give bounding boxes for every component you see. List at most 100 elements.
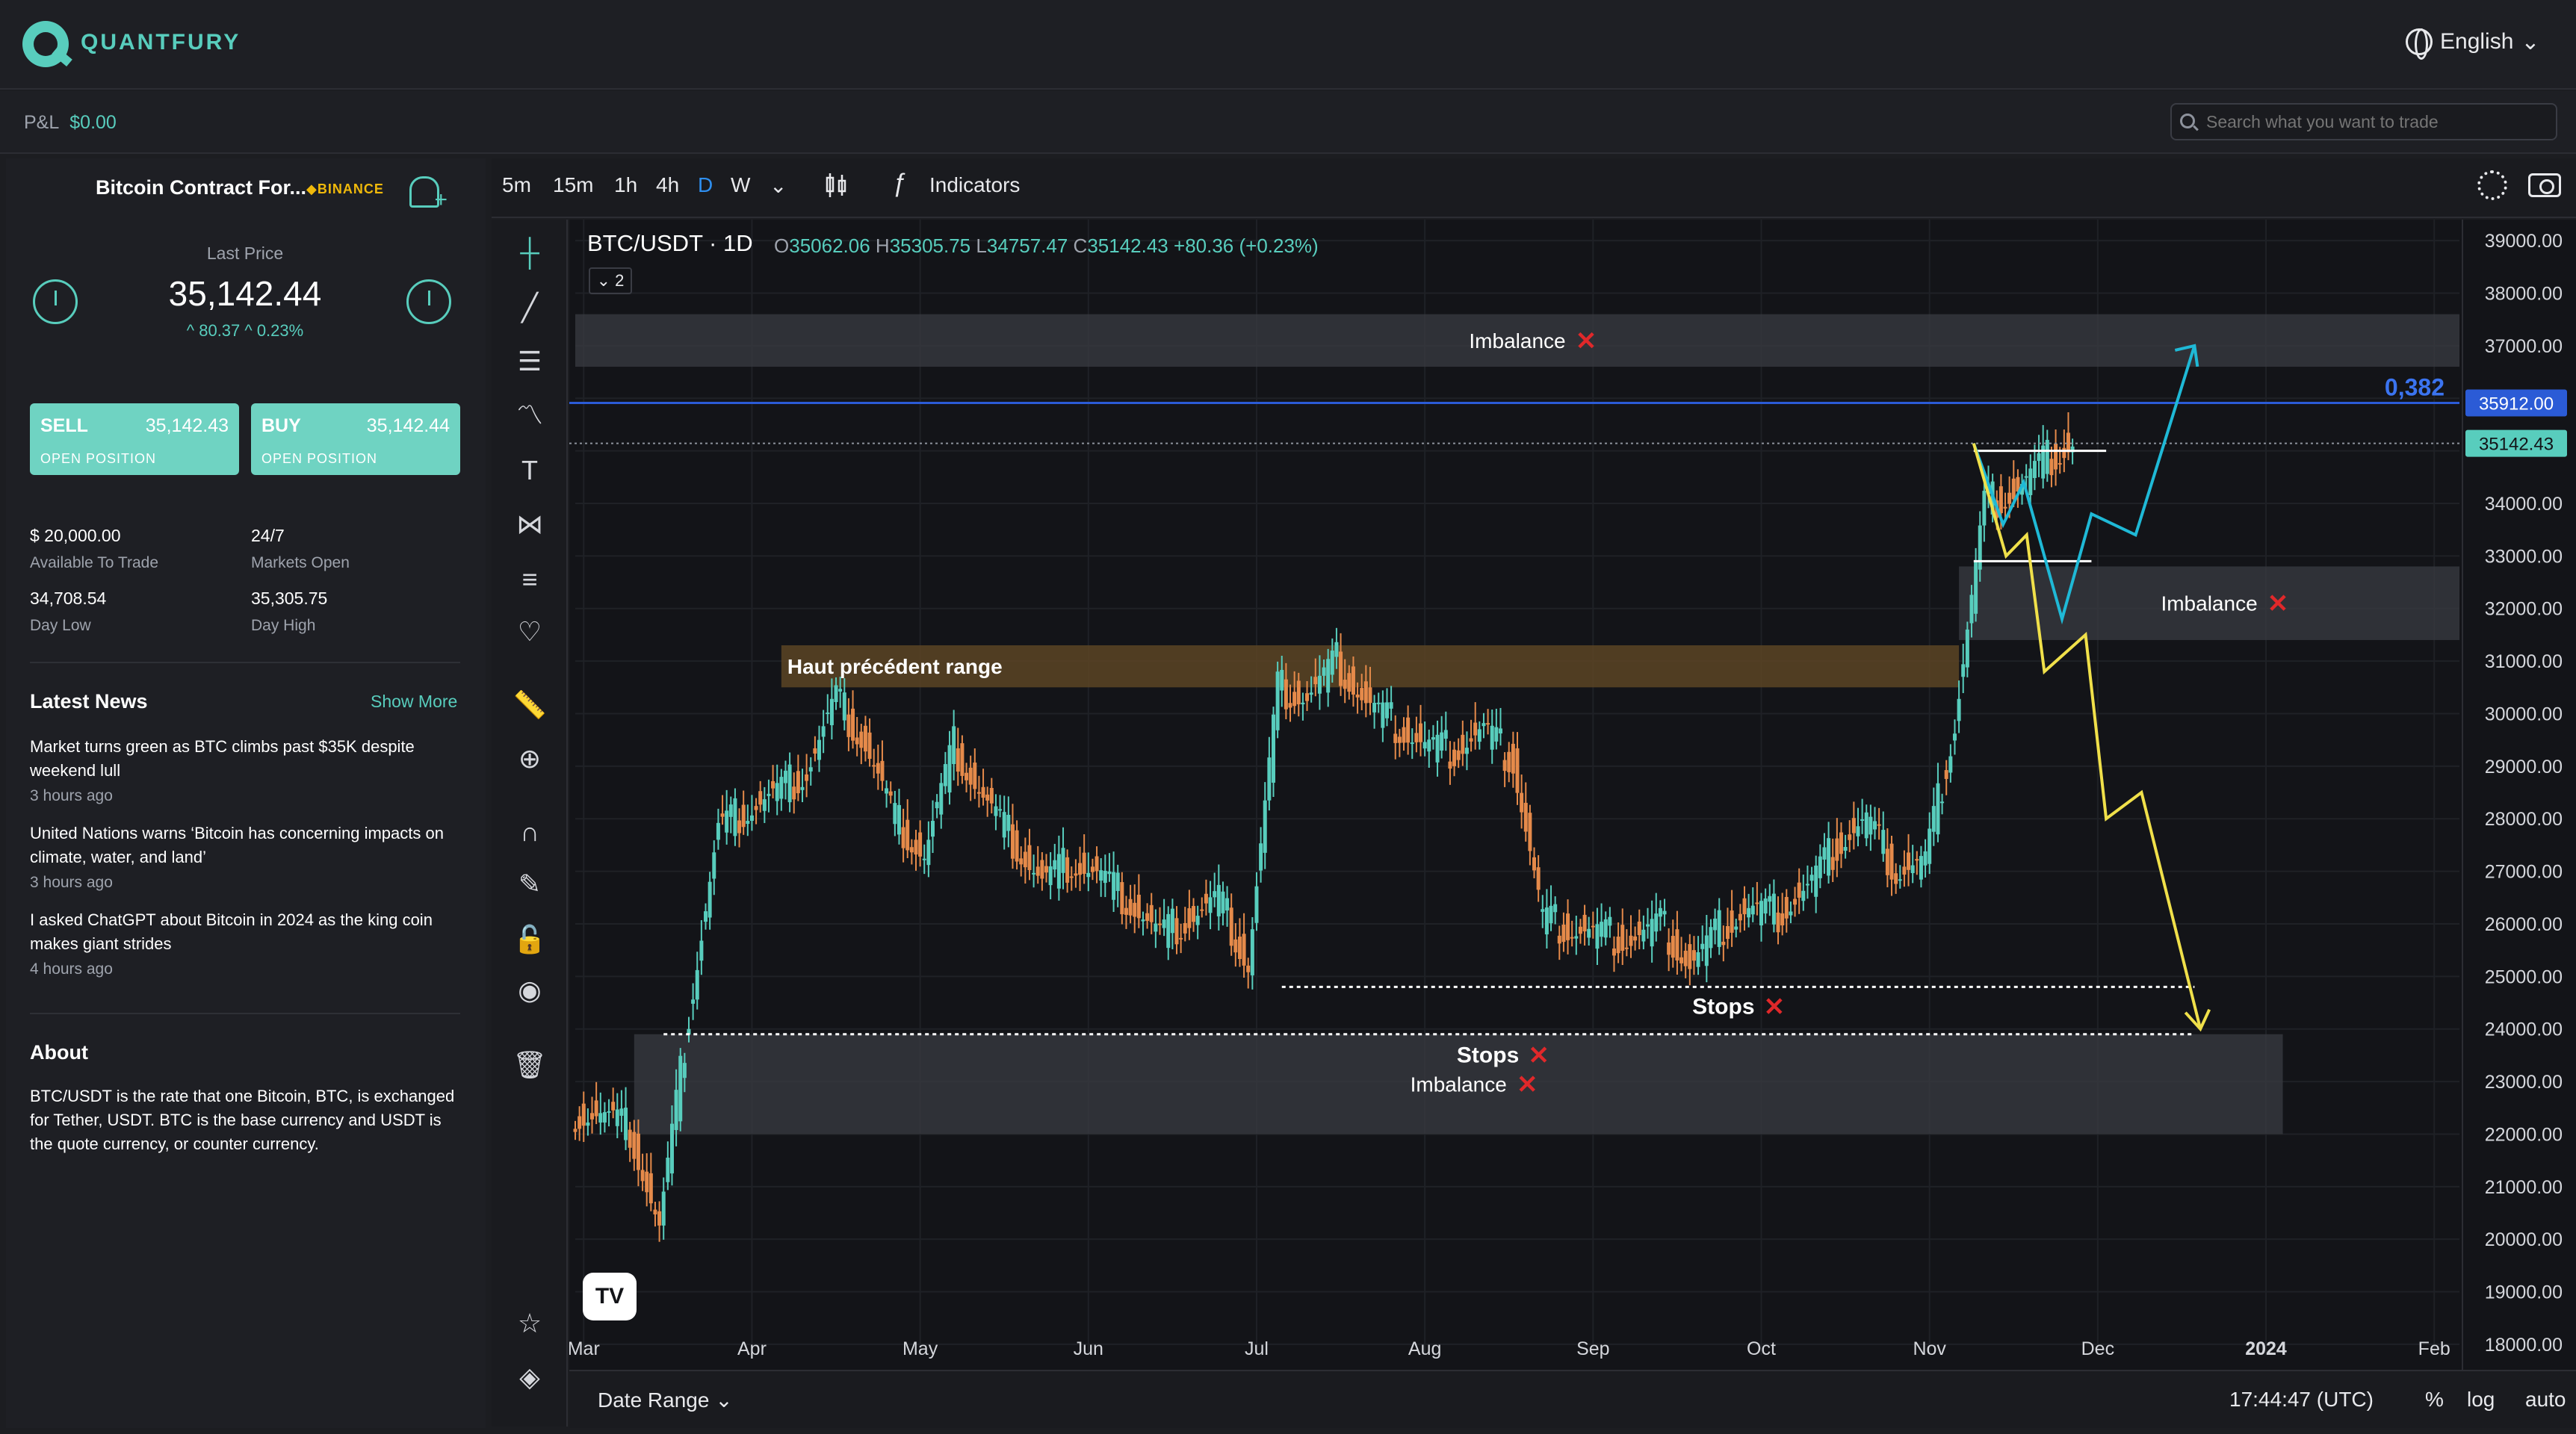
asset-title[interactable]: Bitcoin Contract For... bbox=[96, 176, 307, 199]
language-selector[interactable]: English ⌄ bbox=[2406, 28, 2540, 60]
timeframe-w[interactable]: W bbox=[731, 173, 751, 196]
candle-body bbox=[1124, 907, 1128, 915]
news-headline[interactable]: Market turns green as BTC climbs past $3… bbox=[30, 737, 415, 780]
candle-body bbox=[1440, 732, 1444, 751]
sell-button[interactable]: SELL 35,142.43 OPEN POSITION bbox=[30, 403, 239, 475]
timeframe-1h[interactable]: 1h bbox=[614, 173, 638, 196]
add-alert-icon[interactable] bbox=[409, 176, 448, 213]
y-tick-label: 37000.00 bbox=[2485, 336, 2563, 357]
bear-clock-icon[interactable] bbox=[33, 279, 78, 324]
x-tick-label: Mar bbox=[569, 1338, 600, 1359]
candle-body bbox=[754, 806, 758, 810]
candle-body bbox=[1961, 664, 1966, 677]
brand-name[interactable]: QUANTFURY bbox=[81, 30, 241, 55]
star-icon[interactable]: ☆ bbox=[517, 1308, 542, 1338]
candle-body bbox=[771, 780, 775, 789]
day-high-value: 35,305.75 bbox=[251, 589, 328, 608]
magnet-icon[interactable]: ∩ bbox=[520, 816, 539, 847]
camera-icon[interactable] bbox=[2528, 173, 2561, 197]
candle-body bbox=[1902, 866, 1907, 875]
lock-drawing-icon[interactable]: ✎ bbox=[518, 869, 542, 899]
candle-body bbox=[1691, 950, 1696, 961]
percent-scale-toggle[interactable]: % bbox=[2425, 1388, 2444, 1411]
xabcd-icon[interactable]: ⋈ bbox=[516, 509, 543, 539]
legend-collapse-button[interactable]: ⌄ 2 bbox=[589, 267, 632, 294]
auto-scale-toggle[interactable]: auto bbox=[2525, 1388, 2566, 1411]
x-tick-label: Nov bbox=[1913, 1338, 1946, 1359]
candle-body bbox=[1936, 783, 1940, 835]
search-input[interactable] bbox=[2170, 103, 2557, 140]
x-tick-label: 2024 bbox=[2245, 1338, 2287, 1359]
bull-clock-icon[interactable] bbox=[406, 279, 451, 324]
indicators-button[interactable]: Indicators bbox=[929, 173, 1021, 196]
candle-body bbox=[1998, 486, 2003, 514]
log-scale-toggle[interactable]: log bbox=[2467, 1388, 2495, 1411]
crosshair-icon[interactable]: ┼ bbox=[520, 237, 539, 267]
candle-body bbox=[2054, 443, 2058, 470]
candle-body bbox=[855, 737, 859, 745]
date-range-button[interactable]: Date Range ⌄ bbox=[598, 1388, 733, 1412]
trash-icon[interactable]: 🗑 bbox=[513, 1049, 547, 1080]
ohlc-legend: O35062.06 H35305.75 L34757.47 C35142.43 … bbox=[774, 235, 1319, 258]
candle-body bbox=[998, 809, 1003, 811]
candle-body bbox=[1561, 924, 1566, 943]
y-tick-label: 32000.00 bbox=[2485, 599, 2563, 620]
candle-body bbox=[1473, 722, 1478, 736]
news-headline[interactable]: I asked ChatGPT about Bitcoin in 2024 as… bbox=[30, 910, 433, 953]
timeframe-d[interactable]: D bbox=[698, 173, 713, 196]
chart-clock[interactable]: 17:44:47 (UTC) bbox=[2229, 1388, 2374, 1411]
about-text: BTC/USDT is the rate that one Bitcoin, B… bbox=[30, 1087, 455, 1153]
trend-line-icon[interactable]: ╱ bbox=[521, 292, 538, 323]
candle-body bbox=[733, 798, 737, 836]
ruler-icon[interactable]: 📏 bbox=[513, 689, 547, 720]
pattern-icon[interactable]: 〽 bbox=[515, 400, 543, 430]
price-chart[interactable]: Mar Apr May Jun Jul Aug Sep Oct Nov Dec 2024 Feb Imb… bbox=[568, 220, 2576, 1370]
chart-toolbar bbox=[492, 158, 2576, 218]
timeframe-4h[interactable]: 4h bbox=[656, 173, 680, 196]
show-more-link[interactable]: Show More bbox=[371, 692, 458, 711]
candle-body bbox=[880, 760, 885, 781]
candle-body bbox=[666, 1158, 670, 1182]
candle-body bbox=[1650, 919, 1654, 947]
markets-value: 24/7 bbox=[251, 526, 285, 545]
candle-body bbox=[2020, 483, 2025, 495]
tradingview-logo-icon[interactable]: TV bbox=[583, 1273, 637, 1320]
bullish-projection-line bbox=[1972, 345, 2196, 625]
candle-type-icon[interactable] bbox=[825, 172, 847, 199]
gear-icon[interactable] bbox=[2477, 170, 2507, 200]
close-x-icon: ✕ bbox=[1576, 327, 1597, 356]
news-headline[interactable]: United Nations warns ‘Bitcoin has concer… bbox=[30, 824, 444, 866]
fib-lines-icon[interactable]: ☰ bbox=[517, 346, 542, 376]
indicators-icon[interactable]: ƒ bbox=[892, 169, 906, 197]
globe-icon bbox=[2406, 28, 2433, 60]
timeframe-chevron-icon[interactable]: ⌄ bbox=[770, 174, 787, 197]
candle-body bbox=[1280, 669, 1284, 691]
candle-body bbox=[1747, 907, 1751, 918]
buy-button[interactable]: BUY 35,142.44 OPEN POSITION bbox=[251, 403, 460, 475]
candle-body bbox=[2041, 445, 2046, 479]
candle-body bbox=[590, 1113, 595, 1120]
candle-body bbox=[867, 732, 872, 759]
candle-body bbox=[1086, 872, 1091, 878]
heart-icon[interactable]: ♡ bbox=[517, 616, 542, 647]
timeframe-15m[interactable]: 15m bbox=[553, 173, 594, 196]
lock-icon[interactable]: 🔓 bbox=[513, 924, 547, 955]
candle-body bbox=[1582, 914, 1587, 932]
divider bbox=[30, 662, 460, 663]
candle-body bbox=[1507, 751, 1511, 772]
text-icon[interactable]: T bbox=[521, 455, 538, 485]
legend-count: 2 bbox=[615, 271, 625, 290]
x-tick-label: Feb bbox=[2418, 1338, 2450, 1359]
candle-body bbox=[1595, 924, 1600, 949]
quantfury-logo-icon[interactable] bbox=[22, 21, 69, 67]
zoom-in-icon[interactable]: ⊕ bbox=[518, 743, 542, 774]
eye-icon[interactable]: ◉ bbox=[518, 975, 542, 1005]
close-label: C bbox=[1073, 235, 1088, 257]
timeframe-5m[interactable]: 5m bbox=[502, 173, 531, 196]
candle-body bbox=[1115, 872, 1120, 891]
layers-icon[interactable]: ◈ bbox=[519, 1362, 540, 1392]
forecast-icon[interactable]: ≡ bbox=[521, 564, 538, 595]
chart-canvas[interactable]: Mar Apr May Jun Jul Aug Sep Oct Nov Dec 2024 Feb Imb… bbox=[568, 220, 2576, 1370]
candle-body bbox=[1696, 952, 1700, 967]
candle-body bbox=[1288, 703, 1292, 708]
